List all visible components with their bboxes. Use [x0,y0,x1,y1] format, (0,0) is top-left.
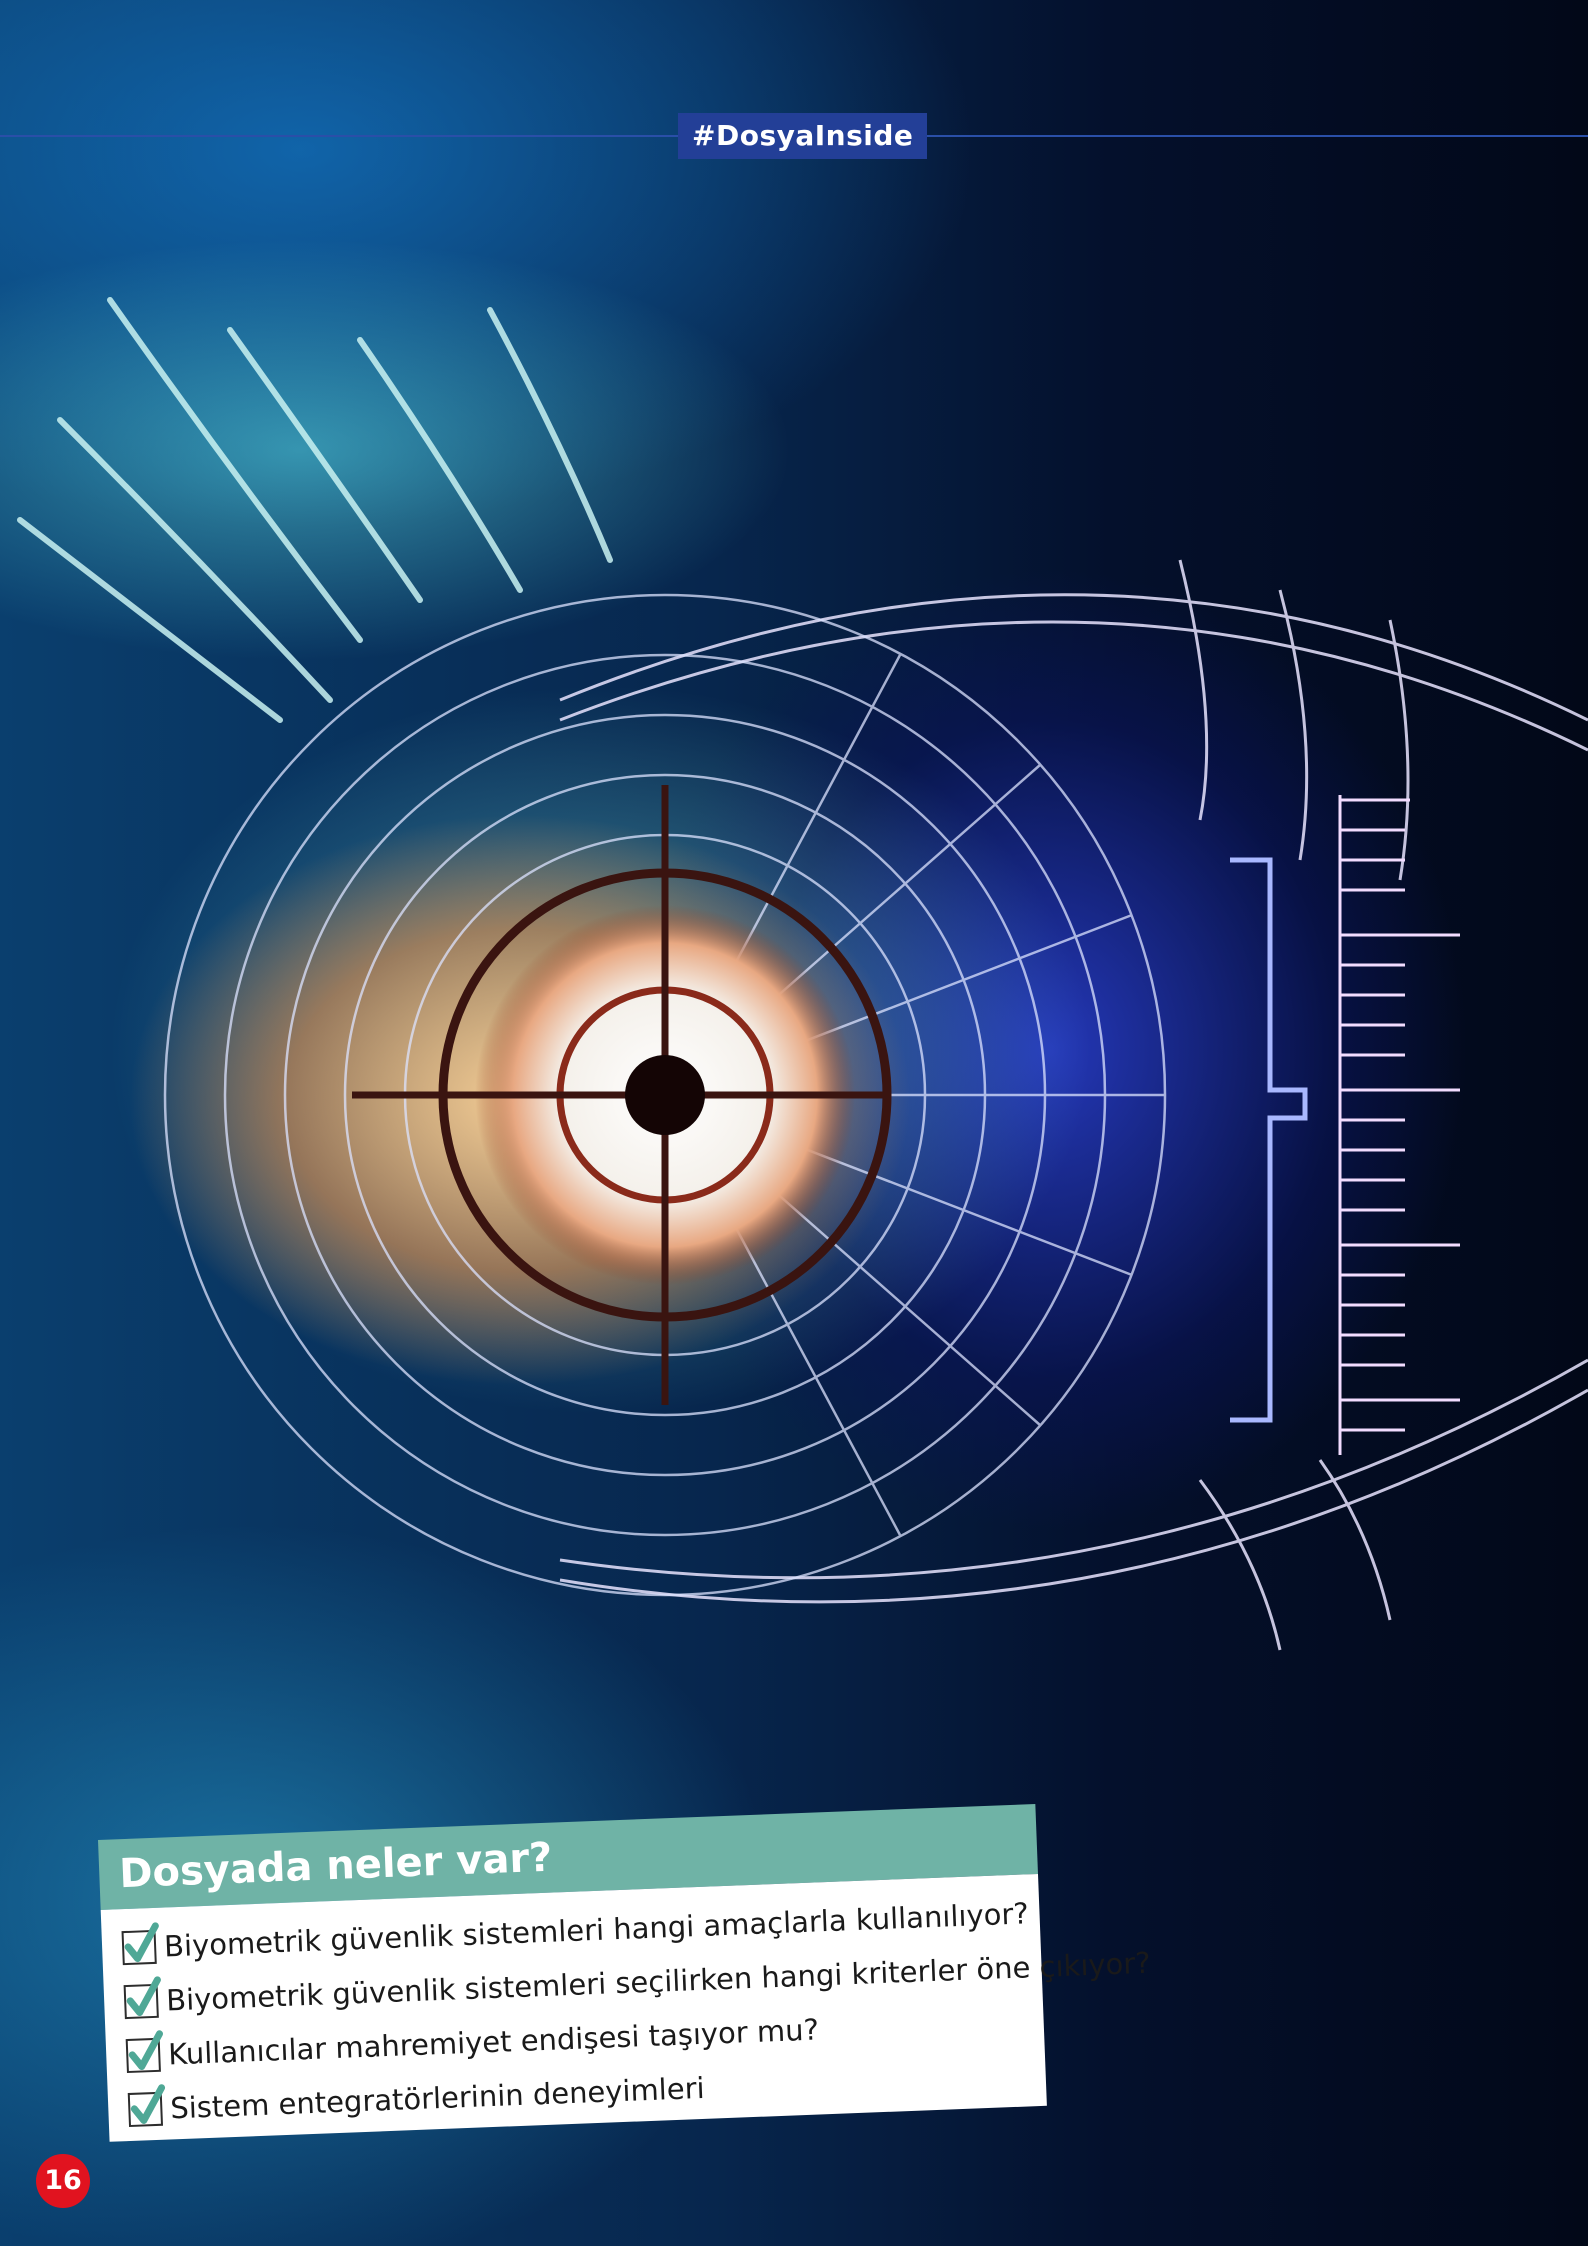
section-tag: #DosyaInside [678,113,928,159]
list-item: Sistem entegratörlerinin deneyimleri [127,2063,705,2135]
checkbox-checked-icon [121,1922,159,1966]
list-item: Kullanıcılar mahremiyet endişesi taşıyor… [125,2004,820,2081]
summary-box-title: Dosyada neler var? [118,1834,554,1898]
page-number-badge: 16 [36,2154,90,2208]
list-item: Biyometrik güvenlik sistemleri hangi ama… [121,1888,1029,1973]
summary-box: Dosyada neler var? Biyometrik güvenlik s… [98,1803,1151,2142]
checkbox-checked-icon [123,1976,161,2020]
list-item-text: Sistem entegratörlerinin deneyimleri [169,2070,706,2126]
checkbox-checked-icon [127,2084,166,2128]
summary-list: Biyometrik güvenlik sistemleri hangi ama… [100,1873,1151,2142]
checkbox-checked-icon [125,2030,163,2074]
list-item: Biyometrik güvenlik sistemleri seçilirke… [123,1938,1151,2027]
